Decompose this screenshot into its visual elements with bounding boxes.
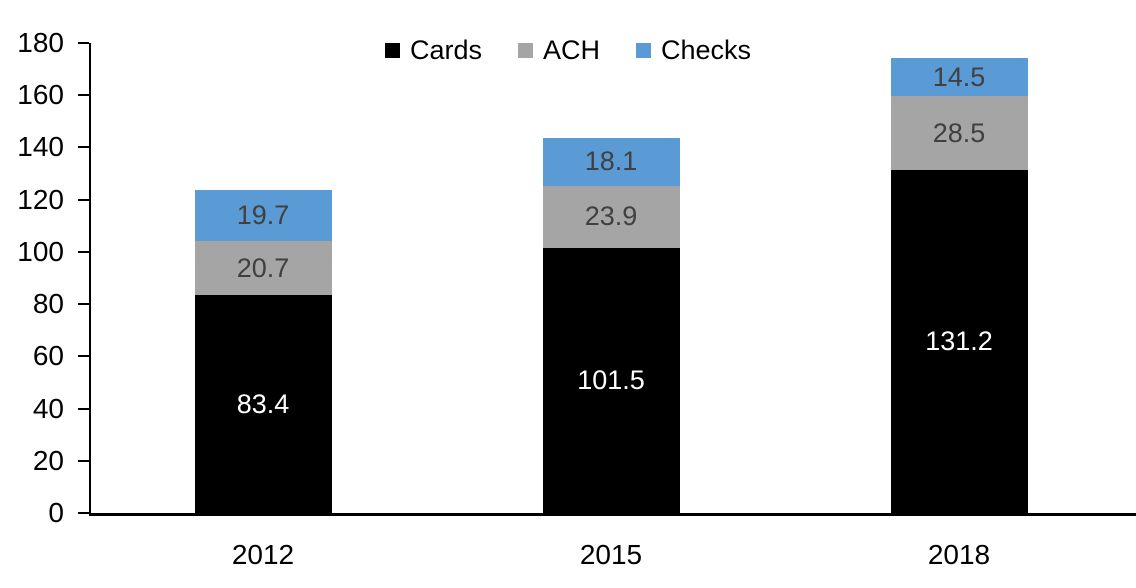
y-axis-tick-label: 80 — [32, 288, 64, 320]
legend-item-ach: ACH — [517, 34, 600, 66]
bar-value-label: 131.2 — [925, 326, 993, 357]
bar-segment-ach-2012: 20.7 — [194, 241, 332, 296]
y-axis-tick — [78, 355, 89, 358]
bar-value-label: 101.5 — [577, 364, 645, 395]
bar-value-label: 20.7 — [236, 252, 290, 283]
y-axis-tick-label: 60 — [32, 340, 64, 372]
legend-swatch-icon — [384, 42, 400, 58]
y-axis-tick — [78, 303, 89, 306]
y-axis-tick-label: 20 — [32, 444, 64, 476]
legend-label: ACH — [542, 34, 600, 65]
bar-segment-ach-2018: 28.5 — [890, 96, 1028, 171]
bar-value-label: 23.9 — [584, 201, 638, 232]
y-axis-tick — [78, 94, 89, 97]
bar-2012: 83.4 20.7 19.7 — [194, 189, 332, 513]
y-axis-tick — [78, 459, 89, 462]
y-axis-tick — [78, 512, 89, 514]
x-axis-category-label: 2018 — [927, 539, 991, 570]
legend-label: Cards — [409, 34, 482, 65]
bar-value-label: 83.4 — [236, 388, 290, 419]
y-axis-tick-label: 0 — [48, 497, 64, 528]
legend-item-cards: Cards — [384, 34, 482, 66]
y-axis-tick-label: 180 — [17, 27, 64, 58]
x-axis-category-label: 2012 — [231, 539, 295, 570]
legend-swatch-icon — [636, 42, 651, 58]
bar-value-label: 28.5 — [932, 117, 986, 148]
y-axis-tick — [78, 146, 89, 149]
chart-legend: Cards ACH Checks — [0, 34, 1136, 66]
legend-swatch-icon — [517, 42, 533, 58]
bar-segment-cards-2012: 83.4 — [194, 295, 332, 513]
y-axis-tick-label: 160 — [17, 79, 64, 111]
x-axis-category-label: 2015 — [579, 539, 643, 570]
x-axis-line — [89, 513, 1136, 516]
bar-segment-checks-2018: 14.5 — [890, 58, 1028, 97]
bar-value-label: 18.1 — [584, 146, 638, 177]
y-axis-tick — [78, 198, 89, 201]
y-axis-tick-label: 120 — [17, 183, 64, 215]
bar-segment-cards-2018: 131.2 — [890, 170, 1028, 513]
y-axis-tick-label: 140 — [17, 131, 64, 163]
bar-segment-checks-2015: 18.1 — [542, 138, 680, 186]
y-axis-tick — [78, 250, 89, 253]
y-axis-line — [89, 43, 91, 516]
y-axis-tick-label: 100 — [17, 235, 64, 267]
y-axis-tick-label: 40 — [32, 392, 64, 424]
bar-segment-cards-2015: 101.5 — [542, 247, 680, 513]
y-axis-tick — [78, 42, 89, 44]
bar-2015: 101.5 23.9 18.1 — [542, 138, 680, 513]
bar-value-label: 14.5 — [932, 61, 986, 92]
bar-2018: 131.2 28.5 14.5 — [890, 58, 1028, 513]
bar-segment-ach-2015: 23.9 — [542, 185, 680, 248]
y-axis-tick — [78, 407, 89, 410]
legend-item-checks: Checks — [636, 35, 751, 66]
bar-value-label: 19.7 — [236, 199, 290, 230]
bar-segment-checks-2012: 19.7 — [194, 189, 332, 242]
legend-label: Checks — [661, 34, 752, 65]
